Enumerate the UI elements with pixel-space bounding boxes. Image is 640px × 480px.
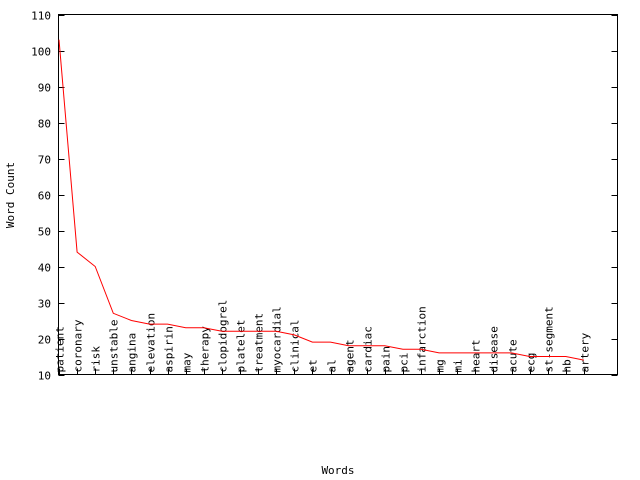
category-label: treatment [253,313,266,373]
category-label: hb [561,359,574,372]
x-axis-title: Words [321,464,354,477]
category-label: infarction [416,306,429,372]
category-label: aspirin [163,326,176,372]
y-tick-label: 30 [38,298,51,311]
y-tick-label: 90 [38,82,51,95]
category-label: heart [470,339,483,372]
y-tick-label: 40 [38,262,51,275]
y-tick-label: 20 [38,334,51,347]
category-label: elevation [145,313,158,373]
category-label: mg [434,359,447,372]
category-label: disease [488,326,501,372]
category-label: unstable [108,320,121,373]
category-label: clinical [289,320,302,373]
y-tick-label: 110 [31,10,51,23]
category-label: patient [54,326,67,372]
y-tick-label: 10 [38,370,51,383]
category-label: risk [90,346,103,373]
category-label: platelet [235,320,248,373]
category-label: may [181,352,194,372]
y-tick-label: 100 [31,46,51,59]
category-labels: patient coronary risk unstable angina elevati… [54,300,592,373]
y-tick-label: 70 [38,154,51,167]
category-label: myocardial [271,306,284,372]
category-label: coronary [72,319,85,372]
category-label: artery [579,332,592,372]
y-tick-label: 80 [38,118,51,131]
category-label: st-segment [543,306,556,372]
category-label: acute [507,339,520,372]
category-label: agent [344,339,357,372]
y-tick-labels: 10 20 30 40 50 60 70 80 90 100 110 [31,10,51,383]
category-label: pci [398,353,411,373]
category-label: et [307,359,320,372]
series-line [58,39,584,361]
category-label: clopidogrel [217,300,230,373]
plot-frame [58,14,618,375]
y-axis-title: Word Count [4,162,17,228]
y-tick-label: 60 [38,190,51,203]
category-label: angina [126,333,139,373]
category-label: pain [380,346,393,373]
category-label: cardiac [362,326,375,372]
y-tick-label: 50 [38,226,51,239]
category-label: mi [452,359,465,372]
word-count-line [58,39,584,361]
axis-ticks [58,15,618,376]
category-label: therapy [199,326,212,373]
category-label: al [326,359,339,372]
category-label: ecg [525,353,538,373]
